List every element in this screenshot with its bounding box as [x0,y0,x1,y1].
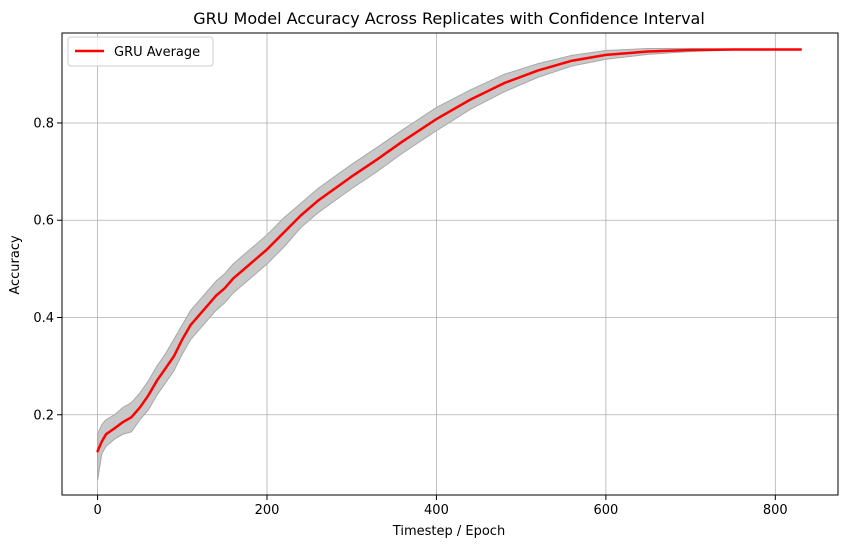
series-line-gru-average [96,48,802,453]
confidence-band [97,48,802,481]
legend-label-gru-average: GRU Average [114,45,200,60]
legend: GRU Average [67,36,214,67]
legend-frame [67,36,214,67]
y-axis-label: Accuracy [8,235,23,295]
x-tick-label: 0 [93,503,101,518]
x-tick-label: 600 [593,503,618,518]
x-tick-label: 800 [763,503,788,518]
series-lines [96,48,802,453]
y-tick-label: 0.8 [33,116,54,131]
x-axis-label: Timestep / Epoch [392,524,505,539]
x-tick-label: 200 [255,503,280,518]
y-tick-label: 0.6 [33,214,54,229]
x-tick-label: 400 [424,503,449,518]
chart-title: GRU Model Accuracy Across Replicates wit… [193,9,705,28]
y-tick-label: 0.4 [33,311,54,326]
x-axis-ticks: 0 200 400 600 800 [93,495,788,518]
plot-frame [61,32,839,496]
y-axis-ticks: 0.2 0.4 0.6 0.8 [33,116,62,423]
confidence-interval-area [97,48,802,481]
y-tick-label: 0.2 [33,408,54,423]
